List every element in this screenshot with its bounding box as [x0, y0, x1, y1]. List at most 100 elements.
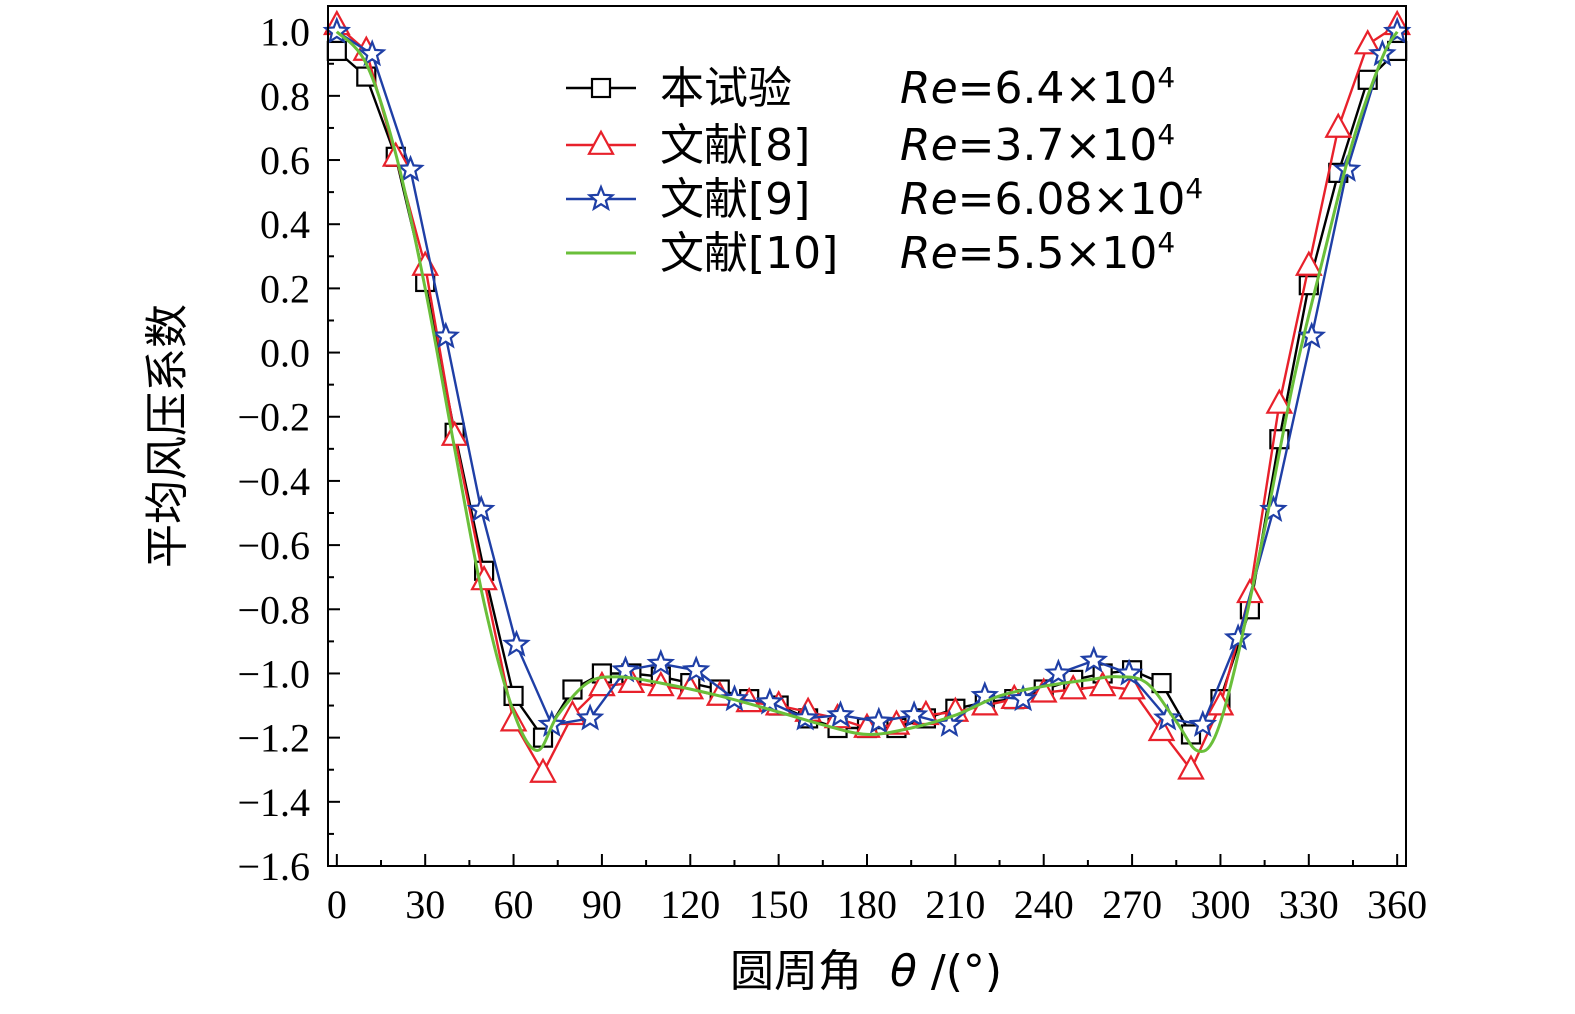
y-tick-label: −0.6 [237, 523, 310, 568]
series-point [790, 703, 820, 731]
re-exponent: 4 [1157, 226, 1175, 259]
series-point [611, 655, 640, 683]
x-tick-label: 150 [749, 882, 809, 927]
re-exponent: 4 [1157, 118, 1175, 151]
y-tick-label: 0.6 [260, 138, 310, 183]
series-point [411, 250, 440, 276]
x-tick-label: 120 [660, 882, 720, 927]
re-symbol: Re [900, 174, 958, 225]
series-point [1188, 709, 1218, 737]
series-point [1029, 677, 1058, 703]
series-point [529, 757, 557, 783]
legend-swatch-marker [587, 129, 615, 155]
series-point [1265, 388, 1294, 414]
legend-series-name: 文献[9] [660, 174, 810, 225]
legend-entry-3: 文献[10] Re=5.5×104 [566, 226, 1175, 279]
series-point [720, 684, 749, 712]
x-tick-label: 330 [1279, 882, 1339, 927]
plot-frame [327, 5, 1407, 867]
series-point [1259, 494, 1288, 522]
legend-series-name: 本试验 [660, 63, 792, 114]
series-point [588, 670, 616, 697]
re-exponent: 4 [1185, 172, 1203, 205]
series-point [1044, 658, 1073, 686]
legend-entry-0: 本试验 Re=6.4×104 [566, 61, 1175, 114]
x-tick-label: 300 [1190, 882, 1250, 927]
series-3 [335, 30, 1399, 754]
x-axis-title-unit: /(°) [931, 946, 1002, 997]
legend-reynolds: Re=3.7×104 [900, 118, 1175, 171]
y-tick-label: 0.8 [260, 74, 310, 119]
series-point [558, 699, 587, 726]
y-tick-label: 0.4 [260, 202, 310, 247]
series-point [899, 700, 929, 728]
re-value: =6.08×10 [958, 174, 1186, 225]
series-point [1118, 674, 1146, 700]
series-point [1079, 645, 1109, 673]
x-tick-label: 210 [925, 882, 985, 927]
series-point [1294, 250, 1323, 276]
series-point [1324, 112, 1353, 138]
legend-reynolds: Re=5.5×104 [900, 226, 1175, 279]
re-value: =5.5×10 [958, 228, 1158, 279]
x-axis-title-symbol: θ [890, 946, 917, 997]
series-point [1353, 29, 1382, 55]
series-point [681, 655, 711, 683]
series-point [1008, 684, 1038, 712]
series-point [1151, 672, 1172, 694]
re-value: =6.4×10 [958, 63, 1158, 114]
x-tick-label: 240 [1014, 882, 1074, 927]
re-value: =3.7×10 [958, 120, 1158, 171]
x-tick-label: 180 [837, 882, 897, 927]
series-point [1223, 623, 1253, 651]
y-tick-label: −0.4 [237, 459, 310, 504]
legend-entry-1: 文献[8] Re=3.7×104 [566, 118, 1175, 171]
y-tick-label: −0.8 [237, 587, 310, 632]
x-axis-title-cn: 圆周角 [730, 946, 862, 997]
y-tick-label: −1.2 [237, 716, 310, 761]
series-point [396, 154, 425, 182]
legend-reynolds: Re=6.08×104 [900, 172, 1203, 225]
axes-layer: 0 30 60 90 120 150 180 210 240 270 300 330 360 1.0 0.8… [237, 10, 1427, 927]
y-tick-label: −1.4 [237, 780, 310, 825]
series-point [1153, 703, 1182, 731]
y-tick-label: −1.6 [237, 844, 310, 889]
series-point [1114, 658, 1144, 686]
series-layer [322, 9, 1412, 783]
series-point [882, 709, 911, 735]
series-point [357, 39, 387, 67]
legend-swatch-marker [590, 77, 612, 99]
x-tick-label: 60 [494, 882, 534, 927]
legend-swatch-marker [586, 184, 616, 212]
series-point [1332, 154, 1362, 182]
re-symbol: Re [900, 63, 958, 114]
x-axis-title: 圆周角 θ /(°) [730, 946, 1002, 997]
y-tick-label: 1.0 [260, 10, 310, 55]
series-point [826, 700, 855, 728]
series-point [1059, 674, 1088, 700]
series-2 [322, 16, 1412, 737]
series-point [502, 629, 531, 657]
series-point [1088, 670, 1117, 697]
x-tick-label: 30 [405, 882, 445, 927]
x-tick-label: 0 [327, 882, 347, 927]
series-1 [322, 9, 1412, 783]
series-point [431, 321, 461, 349]
y-tick-label: −1.0 [237, 651, 310, 696]
re-symbol: Re [900, 228, 958, 279]
x-tick-label: 270 [1102, 882, 1162, 927]
legend-series-name: 文献[8] [660, 120, 810, 171]
series-point [466, 494, 496, 522]
series-point [1177, 754, 1205, 780]
y-tick-label: 0.0 [260, 331, 310, 376]
series-point [864, 706, 894, 734]
x-tick-label: 360 [1367, 882, 1427, 927]
series-point [646, 648, 676, 676]
y-axis-title: 平均风压系数 [142, 304, 193, 568]
series-point [1147, 715, 1176, 742]
re-exponent: 4 [1157, 61, 1175, 94]
series-point [326, 40, 347, 62]
series-point [575, 703, 605, 731]
